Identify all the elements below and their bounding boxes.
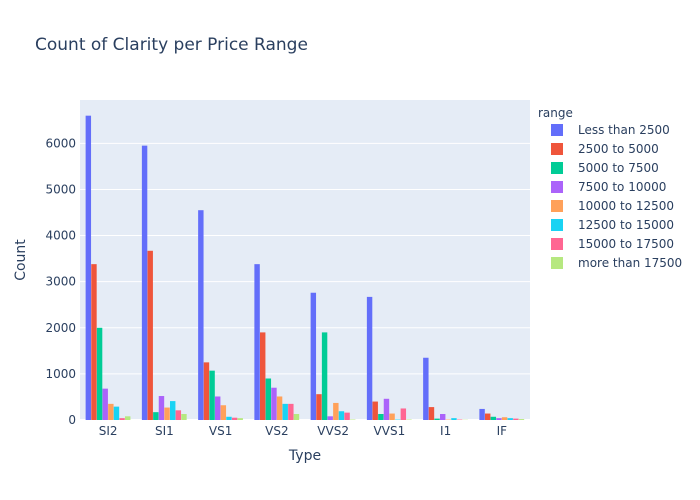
x-tick-label: IF (497, 424, 508, 438)
bar[interactable] (518, 419, 525, 420)
legend-item-label[interactable]: 10000 to 12500 (578, 199, 674, 213)
y-tick-label: 5000 (45, 182, 76, 196)
legend-item-label[interactable]: more than 17500 (578, 256, 682, 270)
chart-title: Count of Clarity per Price Range (35, 35, 308, 55)
bar[interactable] (288, 403, 294, 420)
bar[interactable] (485, 413, 491, 420)
y-tick-label: 1000 (45, 367, 76, 381)
bar[interactable] (333, 402, 339, 420)
bar[interactable] (141, 145, 148, 420)
legend-swatch (551, 162, 563, 174)
bar[interactable] (96, 327, 103, 420)
bar[interactable] (321, 332, 328, 420)
bar[interactable] (215, 396, 221, 420)
bar[interactable] (119, 418, 125, 420)
legend-item-label[interactable]: 12500 to 15000 (578, 218, 674, 232)
bar[interactable] (265, 378, 272, 420)
bar[interactable] (271, 387, 277, 420)
bar[interactable] (496, 418, 502, 420)
bar[interactable] (372, 401, 378, 420)
bar[interactable] (366, 296, 373, 420)
bar[interactable] (400, 408, 407, 420)
legend-item-label[interactable]: Less than 2500 (578, 123, 670, 137)
bar[interactable] (91, 264, 97, 420)
x-tick-label: SI2 (99, 424, 118, 438)
bar[interactable] (260, 332, 266, 420)
x-axis-title: Type (288, 448, 321, 464)
plot-area (80, 100, 530, 420)
legend[interactable]: range Less than 2500 2500 to 5000 5000 to … (538, 106, 682, 270)
bar[interactable] (102, 388, 108, 420)
bar[interactable] (231, 417, 238, 420)
bar[interactable] (451, 418, 457, 420)
legend-title: range (538, 106, 573, 120)
bar[interactable] (344, 412, 350, 420)
bar[interactable] (175, 410, 182, 420)
bar[interactable] (338, 411, 345, 420)
bar[interactable] (310, 292, 317, 420)
legend-swatch (551, 181, 563, 193)
bar[interactable] (85, 115, 92, 420)
bar[interactable] (153, 412, 159, 420)
x-tick-label: VVS2 (317, 424, 349, 438)
legend-swatch (551, 219, 563, 231)
x-tick-label: VVS1 (374, 424, 406, 438)
bar[interactable] (147, 250, 153, 420)
y-tick-label: 4000 (45, 229, 76, 243)
bar[interactable] (327, 416, 333, 420)
y-tick-label: 0 (68, 413, 76, 427)
bar[interactable] (220, 405, 227, 420)
bar[interactable] (383, 398, 390, 420)
bar[interactable] (513, 418, 519, 420)
bar[interactable] (209, 370, 215, 420)
legend-swatch (551, 143, 563, 155)
x-tick-label: VS1 (209, 424, 232, 438)
bar[interactable] (158, 396, 165, 420)
bar[interactable] (203, 362, 210, 420)
bar[interactable] (198, 210, 204, 420)
bar[interactable] (164, 407, 170, 420)
bar[interactable] (293, 414, 300, 420)
bars-group (85, 115, 525, 420)
x-tick-label: VS2 (265, 424, 288, 438)
bar[interactable] (423, 357, 429, 420)
legend-item-label[interactable]: 2500 to 5000 (578, 142, 659, 156)
bar[interactable] (507, 418, 513, 420)
x-tick-label: SI1 (155, 424, 174, 438)
bar[interactable] (125, 416, 131, 420)
bar[interactable] (428, 407, 435, 420)
x-tick-label: I1 (440, 424, 451, 438)
y-tick-label: 2000 (45, 321, 76, 335)
bar[interactable] (378, 414, 384, 420)
legend-item-label[interactable]: 7500 to 10000 (578, 180, 666, 194)
y-axis-title: Count (13, 239, 29, 281)
bar[interactable] (108, 403, 114, 420)
y-axis-ticks: 0 1000 2000 3000 4000 5000 6000 (45, 136, 76, 427)
bar[interactable] (501, 417, 508, 420)
y-tick-label: 3000 (45, 275, 76, 289)
bar[interactable] (389, 413, 395, 420)
legend-swatch (551, 124, 563, 136)
bar[interactable] (434, 418, 440, 420)
bar[interactable] (440, 414, 446, 420)
bar[interactable] (490, 416, 497, 420)
bar[interactable] (276, 396, 283, 420)
bar[interactable] (170, 401, 176, 420)
legend-item-label[interactable]: 5000 to 7500 (578, 161, 659, 175)
bar[interactable] (226, 416, 232, 420)
bar[interactable] (254, 264, 260, 420)
bar[interactable] (479, 408, 485, 420)
legend-item-label[interactable]: 15000 to 17500 (578, 237, 674, 251)
legend-swatch (551, 200, 563, 212)
x-axis-ticks: SI2 SI1 VS1 VS2 VVS2 VVS1 I1 IF (99, 424, 507, 438)
bar[interactable] (113, 406, 120, 420)
bar[interactable] (237, 418, 243, 420)
bar[interactable] (282, 403, 288, 420)
y-tick-label: 6000 (45, 136, 76, 150)
bar[interactable] (316, 394, 322, 420)
legend-swatch (551, 257, 563, 269)
legend-swatch (551, 238, 563, 250)
bar[interactable] (181, 414, 187, 420)
